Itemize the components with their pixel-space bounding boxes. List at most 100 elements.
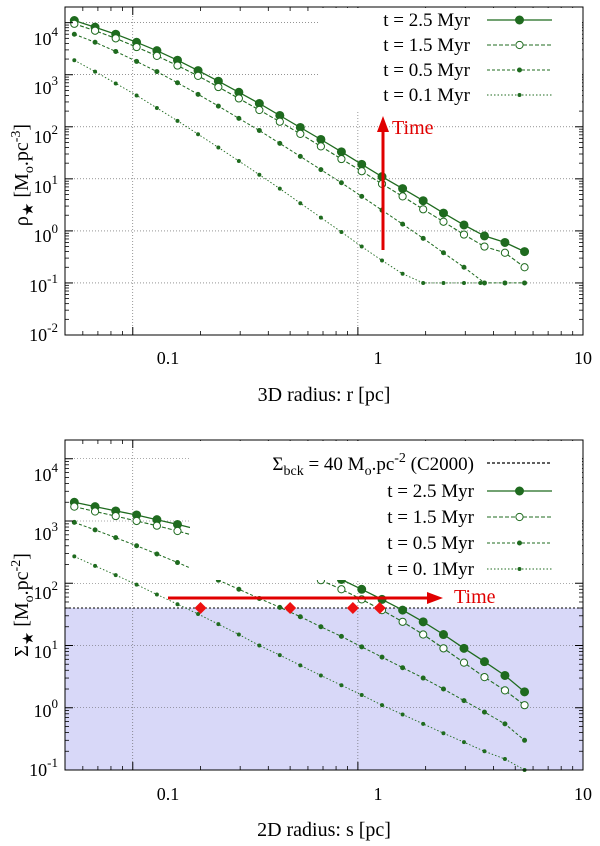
data-point (337, 154, 346, 164)
legend-label: t = 0.5 Myr (383, 60, 470, 81)
data-point (357, 167, 366, 176)
data-point (298, 201, 303, 206)
data-point (90, 26, 100, 35)
data-point (257, 172, 262, 177)
crossing-diamond (346, 602, 359, 615)
data-point (214, 82, 223, 92)
bottom-panel: 10-1 100 101 102 103 104 0.1 1 10 2D rad… (9, 439, 592, 841)
data-point (520, 247, 530, 257)
data-point (461, 740, 466, 745)
top-plot-frame (64, 6, 584, 336)
data-point (70, 19, 79, 28)
data-point (359, 693, 364, 698)
data-point (277, 604, 283, 610)
legend-swatch-marker (517, 67, 522, 73)
y-tick-label: 103 (34, 73, 59, 98)
data-point (359, 244, 364, 249)
data-point (152, 51, 162, 60)
legend-swatch-marker (515, 15, 524, 25)
time-arrow-head (377, 116, 389, 132)
top-legend-box (320, 8, 582, 110)
y-tick-label: 101 (34, 637, 59, 662)
crossing-diamond (373, 602, 386, 615)
data-point (134, 543, 140, 549)
data-point (318, 624, 324, 630)
data-point (132, 42, 141, 52)
data-point (500, 237, 510, 247)
data-point (398, 605, 408, 615)
data-point (339, 230, 344, 235)
time-arrow-head (427, 592, 443, 604)
data-point (440, 686, 446, 692)
bottom-time-arrow: Time (168, 586, 496, 608)
y-tick-label: 100 (34, 696, 59, 721)
crossing-diamond (194, 602, 207, 615)
data-point (359, 644, 365, 650)
data-point (174, 80, 180, 86)
data-point (318, 215, 323, 220)
data-point (234, 94, 243, 103)
data-point (459, 220, 469, 230)
data-point (154, 69, 160, 75)
data-point (522, 737, 528, 743)
data-point (380, 703, 385, 708)
data-point (71, 31, 77, 37)
data-point (336, 147, 346, 157)
data-point (357, 159, 367, 169)
data-point (72, 554, 77, 559)
data-point (257, 643, 262, 648)
data-point (502, 280, 508, 286)
data-point (92, 527, 98, 533)
data-point (277, 140, 283, 146)
data-point (318, 167, 324, 173)
data-point (216, 622, 221, 627)
data-point (441, 731, 446, 736)
data-point (154, 592, 159, 597)
data-point (337, 585, 346, 594)
data-point (111, 34, 120, 43)
data-point (134, 93, 139, 98)
legend-label: t = 1.5 Myr (387, 507, 474, 528)
data-point (480, 673, 489, 682)
data-point (480, 242, 489, 251)
data-point (400, 665, 406, 671)
data-point (174, 560, 180, 566)
time-label: Time (392, 117, 434, 139)
data-point (380, 258, 385, 263)
legend-label: t = 0.1 Myr (383, 85, 470, 106)
data-point (113, 48, 119, 54)
x-tick-label: 0.1 (157, 784, 180, 804)
data-point (297, 153, 303, 159)
data-point (400, 271, 405, 276)
data-point (481, 709, 487, 715)
data-point (132, 516, 141, 526)
y-tick-label: 104 (34, 24, 59, 49)
legend-label: t = 2.5 Myr (383, 10, 470, 31)
data-point (520, 701, 529, 710)
data-point (277, 653, 282, 658)
legend-label: t = 1.5 Myr (383, 35, 470, 56)
data-point (520, 263, 529, 272)
data-point (318, 673, 323, 678)
y-tick-label: 102 (34, 578, 59, 603)
top-legend-swatches (487, 15, 552, 97)
data-point (400, 221, 406, 227)
data-point (420, 675, 426, 681)
data-point (357, 584, 367, 594)
bottom-legend: Σbck = 40 Mo.pc-2 (C2000) t = 2.5 Myr t … (190, 441, 582, 580)
background-level-region (65, 608, 583, 770)
data-point (277, 186, 282, 191)
data-point (500, 686, 510, 695)
data-point (175, 118, 180, 123)
legend-swatch-marker (517, 540, 522, 546)
y-tick-label: 101 (34, 172, 59, 197)
data-point (92, 39, 98, 45)
data-point (421, 280, 426, 285)
data-point (113, 573, 118, 578)
data-point (316, 134, 326, 144)
data-point (461, 698, 467, 704)
data-point (113, 535, 119, 541)
bottom-legend-swatches (487, 486, 552, 571)
data-point (70, 502, 79, 511)
